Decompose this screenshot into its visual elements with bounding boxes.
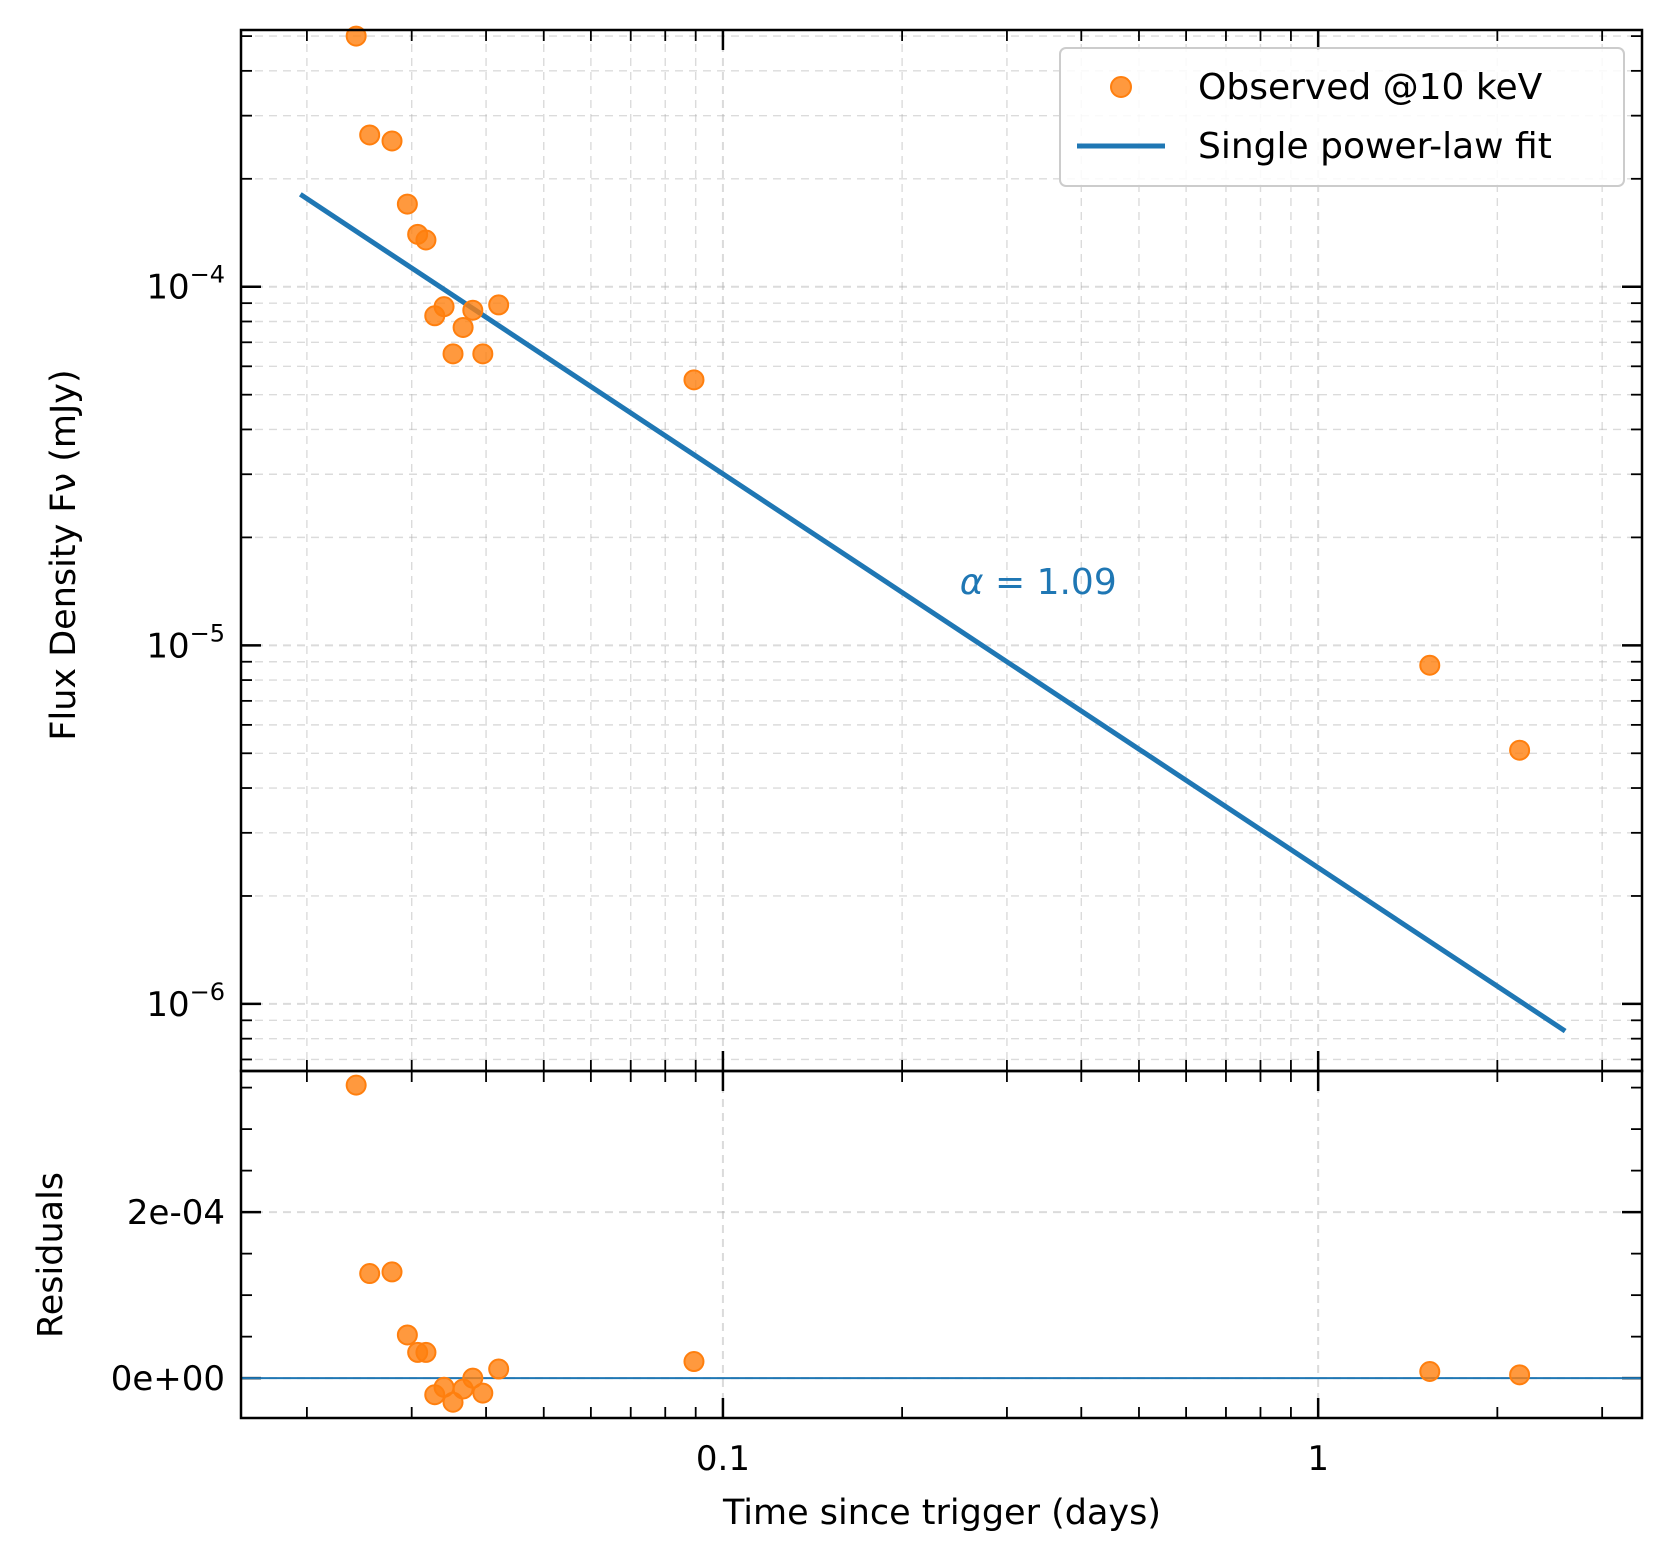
observed-point (442, 343, 464, 365)
observed-point (462, 299, 484, 321)
fit-line (298, 192, 1567, 1034)
observed-point (415, 229, 437, 251)
legend-label-fit: Single power-law fit (1198, 126, 1552, 167)
residual-point (359, 1263, 381, 1285)
x-tick-labels: 0.1 1 (696, 1439, 1329, 1479)
bottom-panel: 2e-04 0e+00 Residuals (31, 1069, 1644, 1420)
y-tick-exponent: −6 (190, 978, 225, 1006)
y-tick-label: 10−6 (146, 978, 225, 1025)
legend-box (1059, 47, 1625, 187)
residual-point (472, 1382, 494, 1404)
y-axis-label-flux-text: Flux Density Fν (mJy) (44, 369, 84, 740)
residual-point (462, 1367, 484, 1389)
observed-point (345, 25, 367, 47)
observed-point (452, 316, 474, 338)
x-axis-label: Time since trigger (days) (722, 1493, 1161, 1533)
residual-point (381, 1261, 403, 1283)
top-panel-y-tick-labels: 10−410−510−6 (146, 261, 225, 1025)
top-panel: 10−410−510−6 α = 1.09 Observed @10 keV S… (44, 25, 1644, 1073)
observed-point (381, 130, 403, 152)
legend: Observed @10 keV Single power-law fit (1059, 47, 1625, 187)
bottom-panel-y-tick-labels: 2e-04 0e+00 (111, 1193, 225, 1399)
residual-point (345, 1074, 367, 1096)
y-tick-mantissa: 10 (146, 985, 189, 1025)
observed-point (683, 369, 705, 391)
alpha-value: = 1.09 (984, 562, 1117, 603)
alpha-annotation: α = 1.09 (960, 562, 1117, 603)
y-tick-mantissa: 10 (146, 626, 189, 666)
observed-points (345, 25, 1531, 761)
top-panel-ticks (241, 30, 1642, 1071)
observed-point (472, 343, 494, 365)
residual-point (1509, 1364, 1531, 1386)
observed-point (1419, 654, 1441, 676)
x-tick-label: 0.1 (696, 1439, 750, 1479)
x-tick-label: 1 (1307, 1439, 1329, 1479)
legend-label-observed: Observed @10 keV (1198, 67, 1543, 108)
y-tick-exponent: −4 (190, 261, 225, 289)
observed-point (396, 193, 418, 215)
residual-point (1419, 1361, 1441, 1383)
y-tick-label: 10−4 (146, 261, 225, 308)
power-law-fit-line (298, 192, 1567, 1034)
y-axis-label-residuals: Residuals (31, 1172, 71, 1338)
y-tick-label: 2e-04 (127, 1193, 225, 1233)
residual-point (683, 1351, 705, 1373)
top-panel-grid (241, 30, 1642, 1071)
alpha-symbol: α (960, 562, 984, 603)
legend-marker-observed (1110, 76, 1132, 98)
bottom-panel-frame (239, 1069, 1644, 1420)
observed-point (359, 124, 381, 146)
residual-point (415, 1341, 437, 1363)
observed-point (488, 294, 510, 316)
observed-point (1509, 739, 1531, 761)
observed-point (433, 296, 455, 318)
residual-points (345, 1074, 1531, 1413)
residual-point (488, 1358, 510, 1380)
y-tick-label: 0e+00 (111, 1359, 225, 1399)
y-tick-label: 10−5 (146, 619, 225, 666)
residual-point (396, 1324, 418, 1346)
y-axis-label-flux: Flux Density Fν (mJy) (44, 369, 84, 740)
y-tick-mantissa: 10 (146, 268, 189, 308)
y-tick-exponent: −5 (190, 619, 225, 647)
